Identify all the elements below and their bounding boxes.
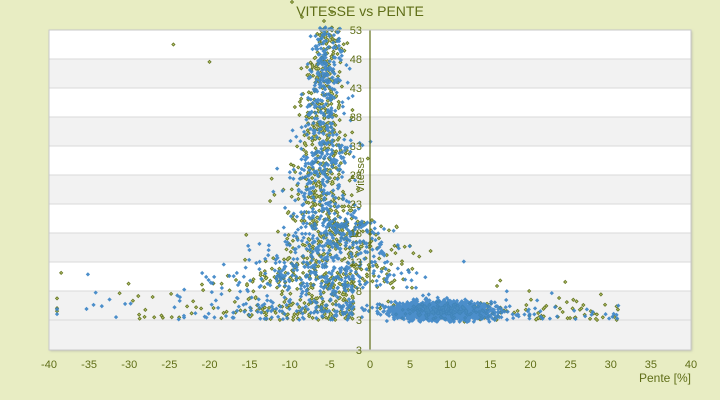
svg-text:0: 0 — [367, 359, 373, 371]
svg-text:53: 53 — [350, 25, 362, 37]
svg-text:13: 13 — [350, 257, 362, 269]
svg-text:30: 30 — [605, 359, 617, 371]
svg-text:8: 8 — [356, 286, 362, 298]
svg-text:40: 40 — [685, 359, 697, 371]
svg-text:18: 18 — [350, 228, 362, 240]
svg-text:25: 25 — [564, 359, 576, 371]
svg-text:28: 28 — [350, 170, 362, 182]
svg-text:5: 5 — [407, 359, 413, 371]
svg-text:3: 3 — [356, 315, 362, 327]
svg-text:-35: -35 — [81, 359, 97, 371]
svg-text:15: 15 — [484, 359, 496, 371]
svg-text:-15: -15 — [242, 359, 258, 371]
svg-text:-10: -10 — [282, 359, 298, 371]
svg-text:-20: -20 — [202, 359, 218, 371]
svg-text:3: 3 — [356, 345, 362, 357]
svg-text:33: 33 — [350, 141, 362, 153]
svg-text:10: 10 — [444, 359, 456, 371]
svg-text:38: 38 — [350, 112, 362, 124]
svg-text:48: 48 — [350, 54, 362, 66]
svg-text:-40: -40 — [41, 359, 57, 371]
svg-text:23: 23 — [350, 199, 362, 211]
svg-text:43: 43 — [350, 83, 362, 95]
svg-text:-25: -25 — [161, 359, 177, 371]
svg-text:-30: -30 — [121, 359, 137, 371]
svg-text:35: 35 — [645, 359, 657, 371]
svg-text:20: 20 — [524, 359, 536, 371]
svg-text:-5: -5 — [325, 359, 335, 371]
